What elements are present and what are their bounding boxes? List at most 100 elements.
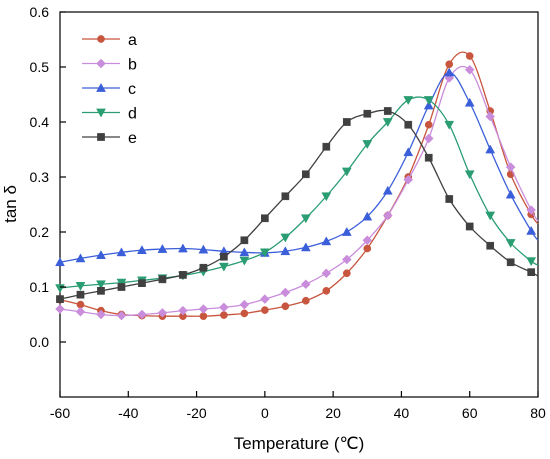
x-tick-label: 80: [530, 405, 546, 421]
data-point-d: [423, 96, 434, 106]
data-point-e: [445, 195, 454, 203]
data-point-d: [239, 256, 250, 266]
data-point-c: [116, 247, 127, 257]
data-point-a: [322, 287, 331, 295]
data-point-b: [116, 310, 127, 321]
data-point-d: [464, 170, 475, 180]
data-point-d: [218, 262, 229, 272]
data-point-e: [179, 271, 187, 279]
y-tick-label: 0.6: [30, 4, 50, 20]
legend-item-b: b: [82, 57, 137, 74]
data-point-d: [403, 96, 414, 106]
data-point-b: [55, 304, 65, 314]
data-point-c: [96, 250, 106, 259]
data-point-c: [55, 257, 65, 267]
data-point-b: [505, 162, 516, 172]
data-point-c: [526, 225, 537, 235]
data-point-c: [403, 147, 414, 157]
data-point-a: [261, 306, 269, 314]
data-point-e: [261, 214, 269, 223]
data-point-e: [404, 120, 413, 129]
legend-marker: [96, 82, 106, 92]
data-point-a: [220, 311, 228, 319]
legend-item-c: c: [82, 81, 136, 98]
legend-label: e: [128, 130, 137, 147]
data-point-b: [280, 287, 291, 298]
legend-item-d: d: [82, 106, 137, 123]
x-tick-label: -20: [186, 405, 206, 421]
data-point-e: [76, 290, 85, 299]
data-point-b: [362, 235, 373, 246]
legend-item-e: e: [82, 130, 137, 147]
x-tick-label: 0: [261, 405, 269, 421]
data-point-e: [240, 236, 249, 245]
data-point-b: [341, 254, 352, 265]
data-point-b: [485, 111, 496, 122]
data-point-b: [219, 302, 229, 313]
data-point-b: [96, 309, 106, 320]
y-tick-label: 0.1: [30, 279, 50, 295]
data-point-d: [341, 167, 352, 177]
data-point-b: [526, 205, 537, 215]
data-point-d: [280, 233, 291, 243]
legend-marker: [96, 108, 106, 118]
data-point-d: [321, 192, 332, 202]
data-point-c: [464, 97, 475, 107]
data-point-d: [485, 211, 496, 221]
data-point-e: [465, 222, 474, 231]
data-point-c: [341, 226, 352, 236]
x-tick-label: -60: [50, 405, 70, 421]
data-point-e: [363, 109, 372, 118]
data-point-d: [362, 140, 373, 150]
data-point-b: [321, 268, 332, 279]
data-point-c: [157, 244, 168, 253]
series-e: [56, 107, 539, 303]
data-point-e: [281, 192, 290, 201]
data-point-a: [363, 244, 372, 253]
data-point-e: [383, 107, 392, 115]
data-point-e: [117, 283, 126, 291]
data-point-c: [444, 67, 455, 77]
data-point-e: [301, 170, 310, 179]
data-point-d: [444, 120, 455, 130]
legend-label: a: [128, 32, 137, 49]
data-point-b: [178, 305, 188, 316]
data-point-d: [505, 239, 516, 249]
data-point-b: [300, 279, 311, 290]
x-tick-label: 20: [325, 405, 341, 421]
data-point-c: [362, 211, 373, 221]
data-point-b: [382, 210, 393, 221]
series-layer: [55, 51, 539, 321]
plot-frame: [59, 11, 539, 398]
legend-item-a: a: [82, 32, 137, 49]
data-point-e: [97, 287, 105, 295]
data-point-a: [240, 309, 249, 318]
data-point-b: [157, 307, 168, 318]
data-point-e: [158, 275, 167, 284]
data-point-b: [403, 174, 414, 185]
data-point-b: [423, 133, 434, 144]
series-c: [55, 67, 539, 267]
y-tick-label: 0.0: [30, 334, 50, 350]
data-point-c: [423, 100, 434, 110]
data-point-d: [382, 118, 393, 128]
data-point-e: [56, 295, 64, 303]
legend-label: d: [128, 106, 137, 123]
series-d: [55, 96, 539, 294]
legend-label: c: [128, 81, 136, 98]
series-line-d: [59, 96, 539, 289]
data-point-a: [424, 120, 433, 129]
data-point-d: [116, 278, 127, 288]
data-point-c: [198, 244, 209, 254]
data-point-c: [382, 185, 393, 195]
x-tick-label: 40: [394, 405, 410, 421]
y-tick-label: 0.3: [30, 169, 50, 185]
data-point-a: [465, 52, 474, 60]
x-tick-label: 60: [462, 405, 478, 421]
data-point-e: [424, 153, 433, 162]
data-point-b: [464, 64, 475, 75]
data-point-c: [137, 245, 147, 254]
data-point-c: [485, 144, 496, 154]
